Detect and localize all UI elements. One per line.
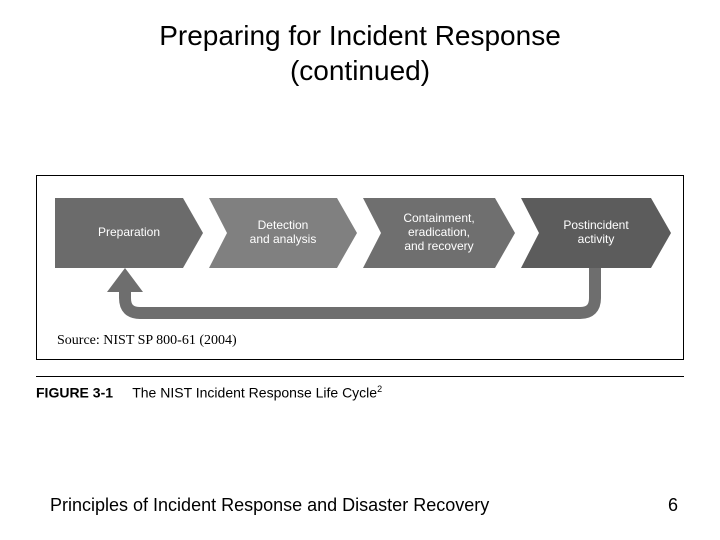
chevron-label-post: Postincidentactivity — [531, 198, 655, 268]
chevron-prep: Preparation — [55, 198, 203, 268]
title-line-1: Preparing for Incident Response — [159, 20, 561, 51]
page-number: 6 — [668, 495, 678, 516]
chevron-label-contain: Containment,eradication,and recovery — [373, 198, 499, 268]
chevron-detect: Detectionand analysis — [209, 198, 357, 268]
lifecycle-diagram: Preparation Detectionand analysis Containm… — [36, 175, 684, 360]
chevron-contain: Containment,eradication,and recovery — [363, 198, 515, 268]
feedback-arrow — [95, 268, 625, 338]
slide-title: Preparing for Incident Response (continu… — [0, 0, 720, 88]
figure-caption: FIGURE 3-1 The NIST Incident Response Li… — [36, 384, 382, 401]
chevron-label-detect: Detectionand analysis — [219, 198, 341, 268]
figure-text: The NIST Incident Response Life Cycle — [132, 385, 377, 401]
diagram-source: Source: NIST SP 800-61 (2004) — [57, 333, 237, 349]
caption-rule — [36, 376, 684, 377]
figure-label: FIGURE 3-1 — [36, 385, 113, 401]
chevron-post: Postincidentactivity — [521, 198, 671, 268]
figure-sup: 2 — [377, 384, 382, 394]
title-line-2: (continued) — [290, 55, 430, 86]
chevron-label-prep: Preparation — [65, 198, 187, 268]
footer-text: Principles of Incident Response and Disa… — [50, 495, 489, 516]
